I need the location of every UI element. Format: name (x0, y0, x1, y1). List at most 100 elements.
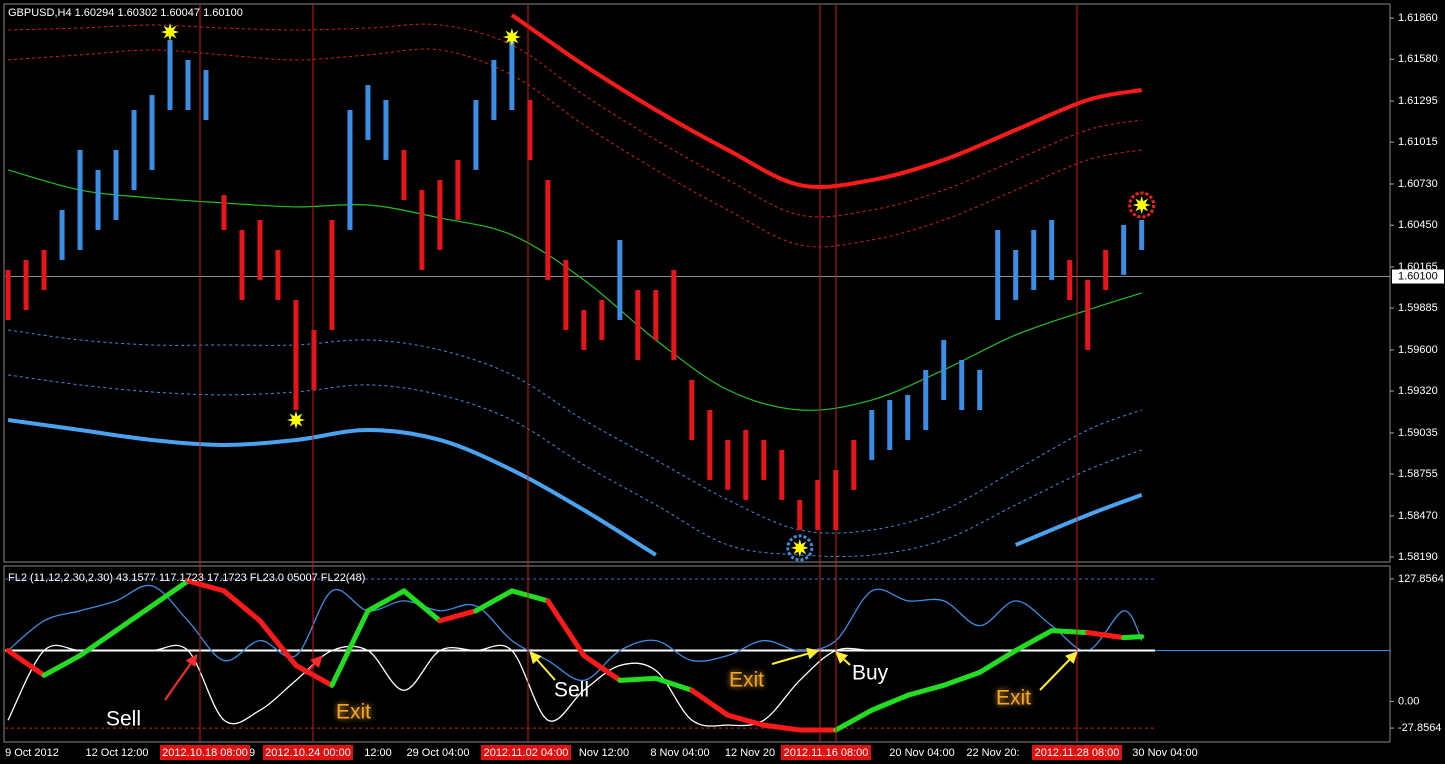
x-marker-label: 2012.10.24 00:00 (265, 747, 351, 759)
signal-star (502, 28, 521, 46)
price-bar (905, 394, 911, 440)
annotation: Exit (336, 701, 371, 724)
arrows (164, 647, 1078, 701)
price-bar (149, 95, 155, 170)
line-series (7, 418, 657, 557)
x-marker-label: 2012.11.16 08:00 (784, 747, 869, 759)
x-tick-label: Nov 12:00 (579, 747, 629, 759)
price-bar (743, 429, 749, 500)
line-series (7, 584, 1143, 681)
price-bar (545, 180, 551, 280)
price-bar (239, 229, 245, 301)
annotation: Buy (852, 662, 889, 685)
indicator-segment (257, 618, 299, 668)
indicator-segment (293, 662, 335, 688)
indicator-segment (1121, 634, 1145, 641)
price-bar (581, 310, 587, 350)
indicator-segment (365, 588, 407, 614)
line-series (8, 23, 1142, 218)
signal-ring (1128, 191, 1156, 219)
y-tick-label: 1.59035 (1398, 427, 1438, 439)
price-bar (491, 59, 497, 120)
price-bar (221, 195, 227, 230)
price-bar (995, 229, 1001, 320)
price-bar (293, 300, 299, 411)
indicator-segment (1013, 628, 1055, 654)
indicator-segment (1085, 630, 1127, 641)
price-bar (797, 499, 803, 530)
indicator-segment (689, 687, 731, 718)
price-plot (5, 13, 1390, 562)
price-bar (509, 39, 515, 110)
y-tick-label: 1.59600 (1398, 344, 1438, 356)
price-bar (815, 479, 821, 530)
price-bar (419, 190, 425, 270)
x-tick-label: 9 (249, 747, 255, 759)
price-bar (635, 290, 641, 360)
indicator-segment (833, 707, 875, 733)
y-tick-label: 1.59885 (1398, 302, 1438, 314)
x-marker-box (781, 745, 871, 760)
price-bar (1121, 224, 1127, 275)
price-bar (437, 180, 443, 250)
x-tick-label: 12 Oct 12:00 (86, 747, 149, 759)
x-marker-label: 2012.11.28 08:00 (1035, 747, 1120, 759)
y-tick-label: 127.8564 (1398, 573, 1444, 585)
price-bar (203, 70, 209, 120)
price-bar (1031, 229, 1037, 291)
price-bar (131, 109, 137, 191)
price-bar (1049, 219, 1055, 280)
signal-star (790, 538, 809, 557)
x-tick-label: 29 Oct 04:00 (407, 747, 470, 759)
signal-ring (786, 534, 814, 562)
line-series (7, 329, 1142, 534)
x-marker-box (1032, 745, 1122, 760)
price-bar (77, 149, 83, 250)
line-series (7, 374, 1142, 558)
y-tick-label: 1.59320 (1398, 385, 1438, 397)
price-bar (725, 439, 731, 490)
price-bar (329, 219, 335, 330)
y-tick-label: 0.00 (1398, 695, 1419, 707)
indicator-segment (1049, 628, 1091, 636)
indicator-segment (473, 588, 515, 614)
price-bar (977, 369, 983, 411)
indicator-plot (5, 578, 1390, 733)
x-tick-label: 9 Oct 2012 (5, 747, 59, 759)
y-tick-label: 1.58190 (1398, 551, 1438, 563)
indicator-segment (545, 598, 587, 659)
x-marker-box (481, 745, 571, 760)
price-bar (959, 359, 965, 411)
price-bar (779, 449, 785, 500)
line-series (1014, 493, 1143, 547)
indicator-segment (761, 722, 803, 733)
arrow (771, 647, 820, 665)
x-marker-label: 2012.10.18 08:00 (162, 747, 248, 759)
x-tick-label: 12:00 (364, 747, 392, 759)
price-bar (5, 269, 11, 320)
indicator-segment (869, 692, 911, 713)
price-bar (347, 109, 353, 230)
indicator-segment (401, 588, 443, 624)
price-bar (185, 59, 191, 110)
indicator-segment (185, 578, 227, 594)
arrow (835, 651, 851, 666)
x-tick-label: 30 Nov 04:00 (1132, 747, 1197, 759)
signal-star (287, 411, 305, 429)
main-frame (3, 3, 1391, 563)
indicator-segment (221, 588, 263, 624)
x-tick-label: 22 Nov 20: (966, 747, 1019, 759)
price-bar (365, 85, 371, 140)
y-tick-label: -27.8564 (1398, 722, 1441, 734)
x-marker-box (263, 745, 353, 760)
price-bar (851, 439, 857, 490)
price-bar (1085, 279, 1091, 350)
x-tick-label: 12 Nov 20 (725, 747, 775, 759)
arrow (164, 654, 198, 701)
price-bar (599, 300, 605, 340)
arrow (1039, 651, 1078, 691)
price-bar (941, 339, 947, 401)
y-tick-label: 1.61295 (1398, 95, 1438, 107)
y-tick-label: 1.61580 (1398, 53, 1438, 65)
